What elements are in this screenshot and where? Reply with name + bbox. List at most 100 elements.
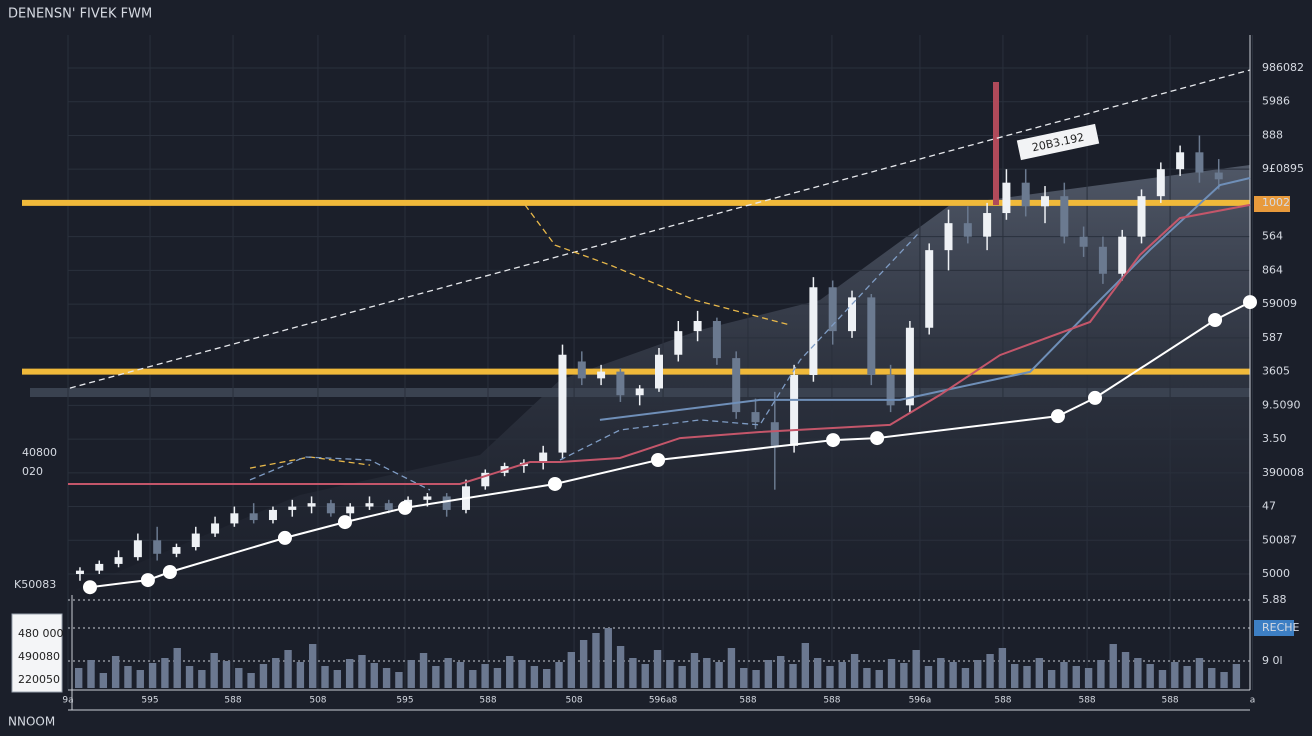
x-tick-label: 588 [224,696,241,706]
candle-body [1137,196,1146,237]
candle-body [905,327,914,406]
volume-bar [148,663,157,688]
candle-body [963,223,972,237]
volume-bar [592,633,600,688]
volume-bar [111,656,120,688]
overlay-marker [397,500,412,515]
info-text: 480 000 [18,627,64,640]
candle-body [944,223,953,251]
chart-title: DENENSN' FIVEK FWM [8,7,152,22]
candle-body [1098,246,1107,274]
candle-body [1002,182,1011,214]
x-tick-label: 588 [1161,696,1178,706]
candle-body [925,250,934,328]
volume-bar [543,669,551,688]
volume-bar [333,670,342,688]
volume-bar [1121,652,1130,688]
volume-bar [1158,670,1167,688]
y-tick-label: RECHE [1262,621,1300,634]
volume-bar [1097,660,1105,688]
candle-body [539,452,548,463]
volume-bar [764,660,773,688]
volume-bar [235,668,243,688]
y-tick-label: 564 [1262,230,1283,243]
volume-bar [99,673,108,688]
candle-body [674,331,683,355]
volume-bar [136,670,144,688]
volume-bar [481,664,489,688]
overlay-line [69,69,1251,389]
candle-body [384,503,393,510]
volume-bar [382,668,391,688]
volume-bar [407,660,415,688]
y-tick-label: 5000 [1262,567,1290,580]
x-tick-label: 595 [141,696,158,706]
x-tick-label: 508 [565,696,582,706]
volume-bar [924,666,933,688]
overlay-marker [1208,312,1223,327]
volume-bar [345,659,354,688]
candle-body [1214,172,1223,180]
volume-bar [185,666,194,688]
info-text: 490080 [18,650,60,663]
volume-bar [850,654,859,688]
candle-body [983,213,992,237]
volume-bar [247,673,255,688]
candle-body [211,523,220,534]
overlay-marker [162,565,177,580]
x-tick-label: 9a [62,696,73,706]
y-tick-label: 390008 [1262,466,1304,479]
candle-body [95,563,104,571]
footer: NNOOM [8,715,55,729]
volume-bar [949,662,957,688]
price-tag [1254,196,1290,212]
candle-body [654,354,663,389]
candle-body [365,503,374,507]
volume-bar [1072,666,1080,688]
volume-bar [727,648,736,688]
overlay-line [249,231,921,491]
volume-bar [555,662,563,688]
x-tick-label: 596a8 [649,696,678,706]
volume-bar [1183,666,1191,688]
candle-body [577,361,586,379]
candle-body [307,503,316,507]
x-tick-label: 508 [309,696,326,706]
y-tick-label: 986082 [1262,61,1304,74]
candle-body [1041,196,1050,207]
candle-body [770,422,779,446]
info-box [11,613,63,693]
volume-bar [395,672,403,688]
volume-bar [752,670,760,688]
x-tick-label: 588 [479,696,496,706]
volume-bar [690,653,699,688]
volume-bar [838,662,846,688]
volume-bar [506,656,514,688]
volume-bar [1171,662,1179,688]
candle-body [1195,152,1204,173]
volume-bar [900,663,908,688]
volume-bar [309,644,317,688]
overlay-marker [83,580,98,595]
x-tick-label: 588 [994,696,1011,706]
volume-bar [887,659,896,688]
volume-bar [1208,668,1216,688]
volume-bar [124,666,132,688]
overlay-marker [870,431,885,446]
plot-layer [22,35,1253,690]
candle-body [75,570,84,575]
candle-body [1079,236,1088,247]
candle-body [558,354,567,453]
volume-bar [998,648,1007,688]
overlay-line [68,203,1251,485]
volume-bar [493,668,502,688]
volume-bar [419,653,428,688]
y-tick-label: 59009 [1262,297,1297,310]
candle-body [442,496,451,510]
candle-body [133,540,142,558]
overlay-marker [140,573,155,588]
volume-bar [777,656,785,688]
candle-body [268,509,277,521]
volume-bar [1134,658,1142,688]
candle-body [346,506,355,514]
